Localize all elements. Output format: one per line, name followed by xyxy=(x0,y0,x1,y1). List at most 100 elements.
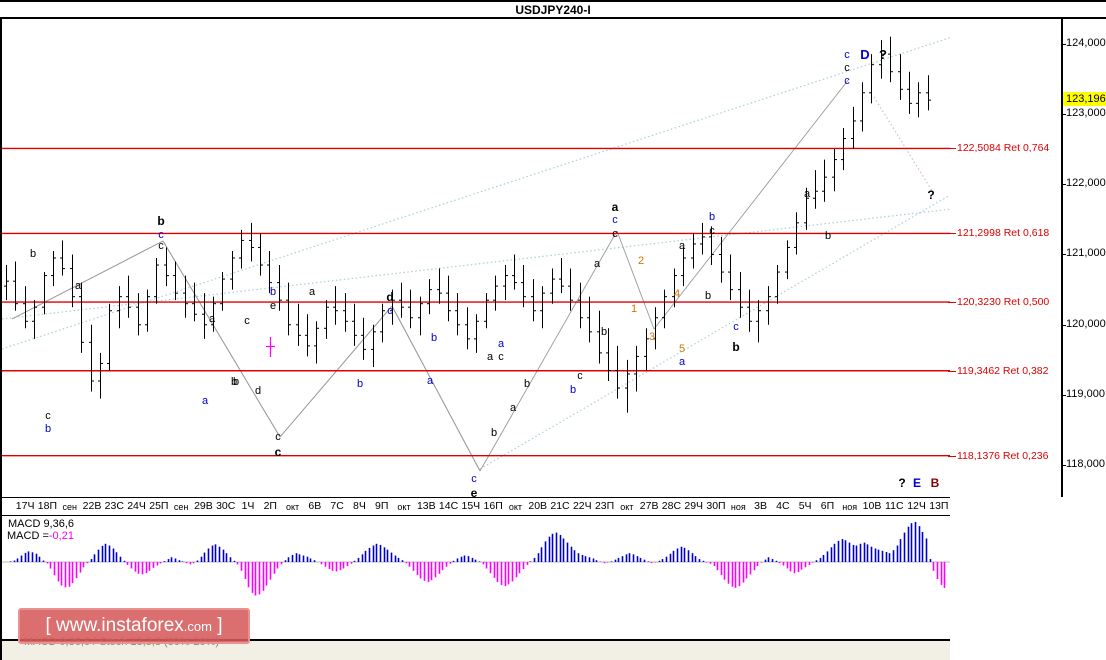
wave-label-5: 5 xyxy=(678,343,686,355)
time-axis-label: 13П xyxy=(929,500,949,512)
wave-label-?: ? xyxy=(927,188,935,202)
time-axis-label: 12Ч xyxy=(907,500,926,512)
wave-label-c: c xyxy=(471,473,477,485)
wave-label-a: a xyxy=(486,351,494,363)
fib-level-dash xyxy=(948,302,956,304)
wave-label-b: B xyxy=(930,476,940,490)
wave-label-b: b xyxy=(569,384,577,396)
wave-label-b: b xyxy=(157,214,165,228)
time-axis-label: 6В xyxy=(308,500,322,512)
wave-label-e: e xyxy=(470,486,478,500)
time-axis-label: 18П xyxy=(37,500,58,512)
wave-label-e: e xyxy=(269,300,277,312)
wave-label-a: a xyxy=(611,200,619,214)
wave-label-c: c xyxy=(844,75,850,87)
fib-level-label: 118,1376 Ret 0,236 xyxy=(957,449,1049,462)
time-axis-label: 10В xyxy=(862,500,882,512)
price-axis-label: 124,000 xyxy=(1066,36,1106,49)
price-axis-tick xyxy=(1061,324,1066,326)
wave-label-c: c xyxy=(577,370,583,382)
wave-label-a: a xyxy=(509,402,517,414)
wave-label-a: a xyxy=(426,375,434,387)
price-axis-label: 123,000 xyxy=(1066,106,1106,119)
fib-level-label: 120,3230 Ret 0,500 xyxy=(957,296,1050,309)
wave-label-b: b xyxy=(704,290,712,302)
time-axis-label: 4С xyxy=(776,500,790,512)
price-axis-tick xyxy=(1061,184,1066,186)
time-axis-label: ноя xyxy=(842,502,858,512)
wave-label-a: a xyxy=(678,356,686,368)
time-axis-label: сен xyxy=(173,502,189,512)
time-axis-label: 29Ч xyxy=(684,500,704,512)
time-axis-label: 7С xyxy=(330,500,344,512)
time-axis-label: 15Ч xyxy=(461,500,481,512)
time-axis-label: 23С xyxy=(104,500,124,512)
wave-label-b: b xyxy=(356,378,364,390)
wave-label-b: b xyxy=(600,326,608,338)
price-axis-label: 120,000 xyxy=(1066,317,1106,330)
time-axis-label: 29В xyxy=(194,500,213,512)
fib-level-dash xyxy=(948,148,956,150)
price-axis-tick xyxy=(1061,113,1066,115)
wave-label-b: b xyxy=(430,332,438,344)
wave-label-c: c xyxy=(275,431,281,443)
macd-value-row: MACD =-0,21 xyxy=(7,530,74,542)
instaforex-watermark: [ www.instaforex.com ] xyxy=(18,608,250,644)
macd-histogram xyxy=(2,522,950,596)
wave-label-b: b xyxy=(523,378,531,390)
macd-current-value: -0,21 xyxy=(48,530,74,542)
wave-label-b: b xyxy=(29,248,37,260)
price-axis-line xyxy=(1061,19,1063,497)
wave-label-d: d xyxy=(254,385,262,397)
wave-label-c: c xyxy=(844,62,850,74)
time-axis-label: окт xyxy=(397,502,411,512)
time-axis-label: 25П xyxy=(149,500,169,512)
wave-label-1: 1 xyxy=(630,303,638,315)
time-axis-label: окт xyxy=(285,502,300,512)
price-axis-label: 119,000 xyxy=(1066,388,1105,401)
wave-label-b: b xyxy=(230,376,238,388)
wave-label-c: c xyxy=(612,214,618,226)
macd-value-prefix: MACD = xyxy=(7,530,49,542)
title-bar: USDJPY240-I xyxy=(0,0,1106,19)
wave-label-2: 2 xyxy=(637,255,645,267)
price-axis-tick xyxy=(1061,465,1066,467)
wave-label-b: b xyxy=(732,340,740,354)
macd-settings-label: MACD 9,36,6 xyxy=(8,518,75,530)
time-axis[interactable]: 17Ч 18П сен 22В 23С 24Ч 25П сен 29В 30С 1Ч 2П окт 6В 7… xyxy=(0,497,950,516)
fib-level-dash xyxy=(948,233,956,235)
current-price-badge: 123,196 xyxy=(1063,92,1106,107)
wave-label-a: a xyxy=(308,286,316,298)
time-axis-label: 30П xyxy=(706,500,726,512)
watermark-text: [ www.instaforex.com ] xyxy=(45,615,223,636)
time-axis-label: окт xyxy=(508,502,523,512)
wave-label-d: d xyxy=(386,290,394,304)
wave-label-c: c xyxy=(274,445,282,459)
time-axis-label: 21С xyxy=(550,500,570,512)
time-axis-label: 28С xyxy=(661,500,682,512)
time-axis-label: 17Ч xyxy=(15,500,35,512)
price-chart-pane[interactable] xyxy=(0,19,950,497)
wave-label-c: c xyxy=(612,228,618,240)
bottom-strip xyxy=(0,641,950,660)
time-axis-label: 2П xyxy=(263,500,277,512)
time-axis-label: 14С xyxy=(438,500,459,512)
wave-label-a: a xyxy=(678,240,686,252)
wave-label-c: c xyxy=(45,410,51,422)
wave-label-a: a xyxy=(593,258,601,270)
wave-label-b: b xyxy=(44,423,52,435)
time-axis-label: 1Ч xyxy=(241,500,255,512)
time-axis-label: 22В xyxy=(82,500,102,512)
chart-title: USDJPY240-I xyxy=(515,3,591,17)
time-axis-label: 22Ч xyxy=(572,500,592,512)
price-axis-tick xyxy=(1061,254,1066,256)
wave-label-a: a xyxy=(497,338,505,350)
wave-label-c: c xyxy=(244,315,250,327)
time-axis-label: 13В xyxy=(416,500,436,512)
wave-label-c: c xyxy=(709,225,715,237)
wave-label-b: b xyxy=(269,286,277,298)
time-axis-label: 20В xyxy=(528,500,548,512)
wave-label-3: 3 xyxy=(648,331,656,343)
wave-label-e: E xyxy=(912,476,922,490)
